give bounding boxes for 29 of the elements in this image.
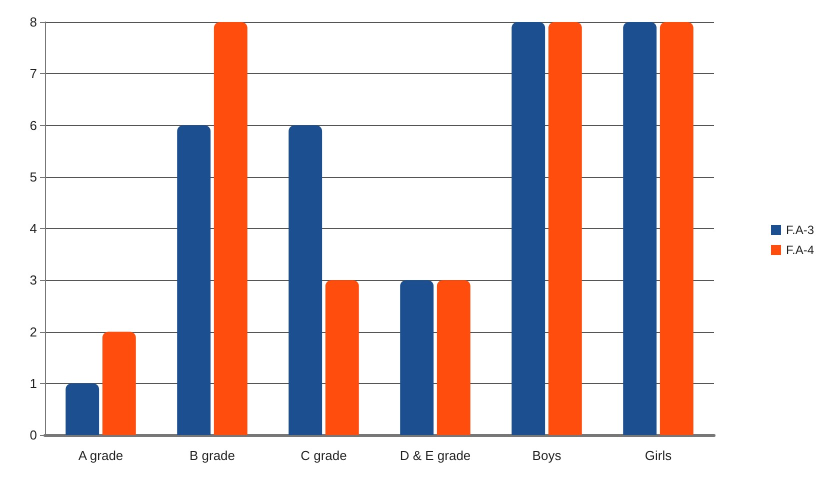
bar bbox=[66, 383, 100, 435]
y-tick-label: 0 bbox=[30, 428, 37, 442]
bar bbox=[623, 22, 657, 435]
bar bbox=[436, 280, 470, 435]
bar bbox=[400, 280, 434, 435]
x-tick-label: A grade bbox=[78, 448, 124, 463]
y-tick-label: 2 bbox=[30, 324, 37, 340]
x-tick-label: Boys bbox=[532, 448, 562, 463]
legend-label: F.A-4 bbox=[786, 243, 814, 257]
bar bbox=[512, 22, 546, 435]
x-tick-label: B grade bbox=[189, 448, 236, 463]
x-tick-label: C grade bbox=[300, 448, 347, 463]
y-tick-label: 1 bbox=[30, 376, 37, 391]
x-tick-label: Girls bbox=[644, 448, 672, 463]
y-tick-label: 5 bbox=[30, 169, 37, 184]
y-tick-label: 7 bbox=[30, 66, 37, 82]
y-tick-label: 4 bbox=[30, 221, 37, 236]
y-tick-label: 3 bbox=[30, 272, 37, 288]
legend-label: F.A-3 bbox=[786, 223, 814, 237]
bar bbox=[548, 22, 582, 435]
bar bbox=[177, 125, 211, 435]
y-tick-label: 6 bbox=[30, 118, 37, 133]
bar bbox=[288, 125, 322, 435]
x-tick-label: D & E grade bbox=[400, 448, 471, 463]
y-tick-label: 8 bbox=[30, 14, 37, 30]
bar bbox=[214, 22, 248, 435]
bar bbox=[325, 280, 359, 435]
bar bbox=[102, 332, 136, 435]
bar bbox=[660, 22, 694, 435]
